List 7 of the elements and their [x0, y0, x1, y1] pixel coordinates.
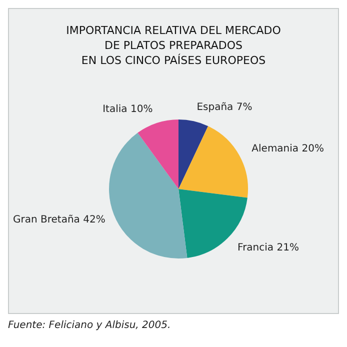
slice-label: Italia 10%: [102, 104, 153, 116]
chart-title: IMPORTANCIA RELATIVA DEL MERCADO DE PLATOS PREPARADOS EN LOS CINCO PAÍSES EUROPEOS: [65, 23, 282, 68]
slice-label: España 7%: [196, 102, 252, 114]
slice-label: Francia 21%: [238, 242, 299, 254]
slice-label: Alemania 20%: [252, 143, 324, 154]
slice-label: Gran Bretaña 42%: [13, 214, 106, 226]
source-note: Fuente: Feliciano y Albisu, 2005.: [8, 320, 172, 331]
